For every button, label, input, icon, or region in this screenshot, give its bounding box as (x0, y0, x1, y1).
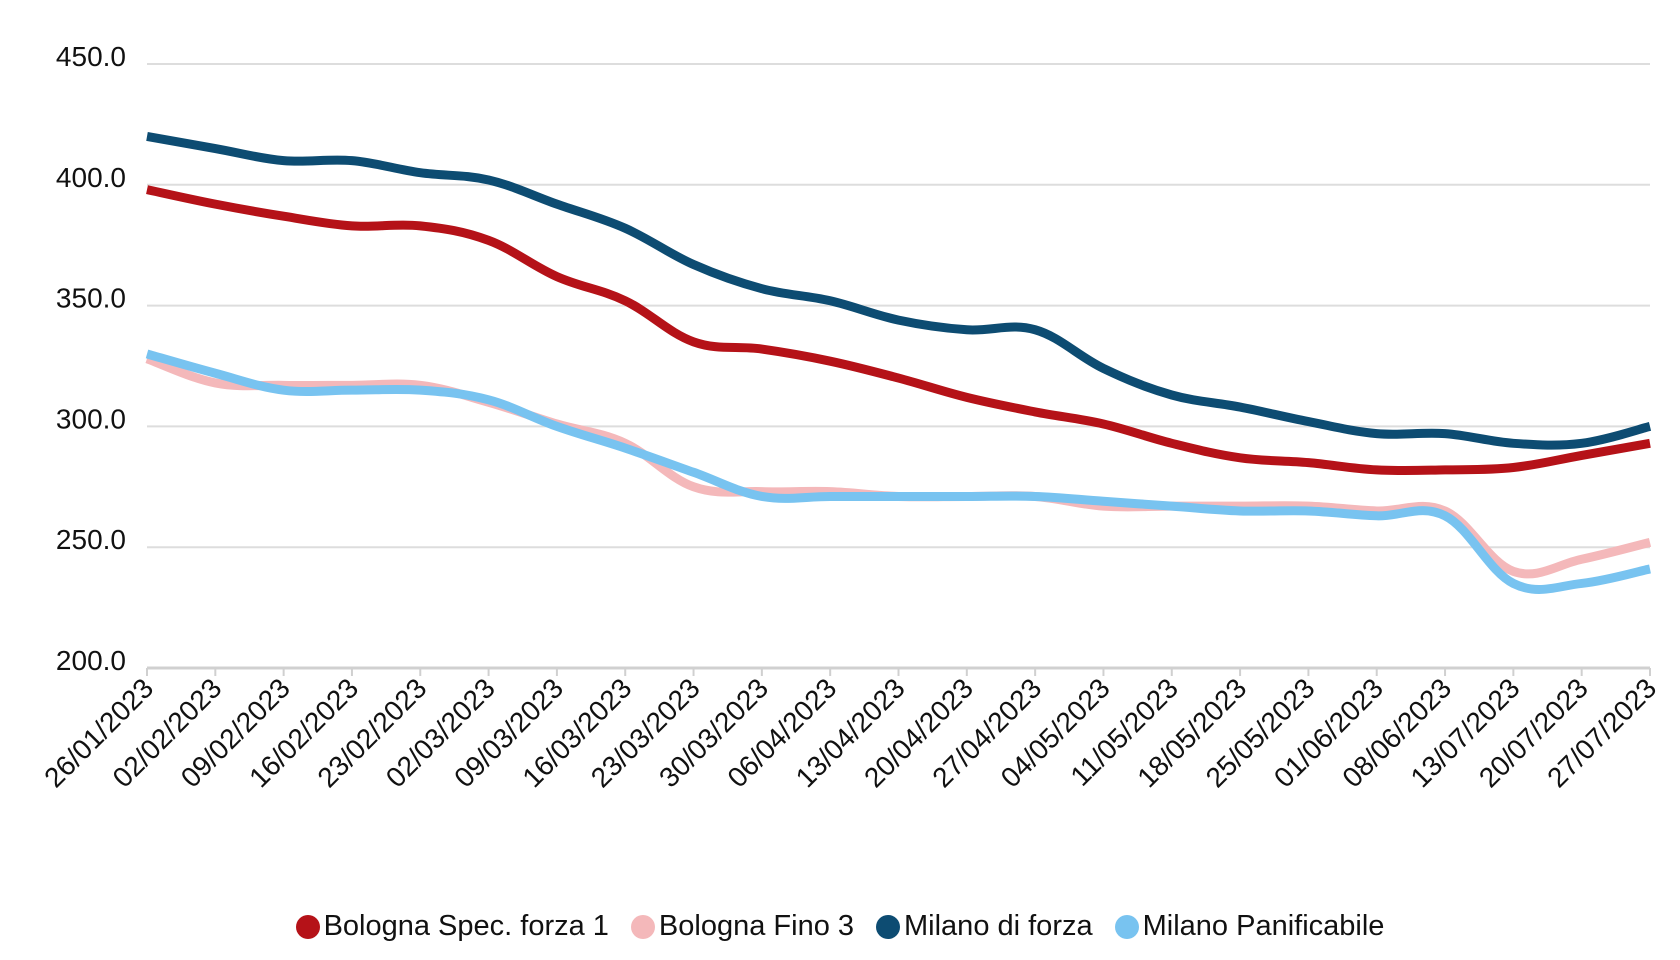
series-line-milano-di-forza (146, 132, 1652, 450)
legend-dot-icon (295, 914, 320, 939)
y-tick-label: 400.0 (56, 162, 126, 193)
legend-label: Milano di forza (904, 910, 1093, 942)
series-lines (145, 132, 1652, 594)
y-axis-ticks: 200.0 250.0 300.0 350.0 400.0 450.0 (56, 41, 126, 676)
legend-item-milano-di-forza[interactable]: Milano di forza (876, 910, 1093, 943)
series-line-milano-panificabile (145, 349, 1651, 594)
legend-dot-icon (1114, 914, 1139, 939)
legend-dot-icon (630, 914, 655, 939)
y-tick-label: 450.0 (56, 41, 126, 72)
gridlines (147, 63, 1650, 670)
y-tick-label: 200.0 (56, 645, 126, 676)
line-chart: 200.0 250.0 300.0 350.0 400.0 450.0 26/01/202… (38, 41, 1662, 793)
legend-dot-icon (876, 914, 901, 939)
legend-item-bologna-fino-3[interactable]: Bologna Fino 3 (630, 910, 855, 943)
y-tick-label: 300.0 (56, 403, 126, 434)
y-tick-label: 350.0 (56, 283, 126, 314)
legend-label: Milano Panificabile (1142, 910, 1385, 942)
legend-label: Bologna Fino 3 (658, 910, 855, 942)
legend-label: Bologna Spec. forza 1 (323, 910, 609, 942)
legend-item-bologna-spec-forza-1[interactable]: Bologna Spec. forza 1 (295, 910, 609, 943)
legend: Bologna Spec. forza 1 Bologna Fino 3 Mil… (0, 910, 1680, 943)
y-tick-label: 250.0 (56, 524, 126, 555)
x-axis: 26/01/202302/02/202309/02/202316/02/2023… (38, 668, 1662, 793)
series-line-bologna-spec-forza-1 (146, 185, 1651, 476)
legend-item-milano-panificabile[interactable]: Milano Panificabile (1114, 910, 1385, 943)
